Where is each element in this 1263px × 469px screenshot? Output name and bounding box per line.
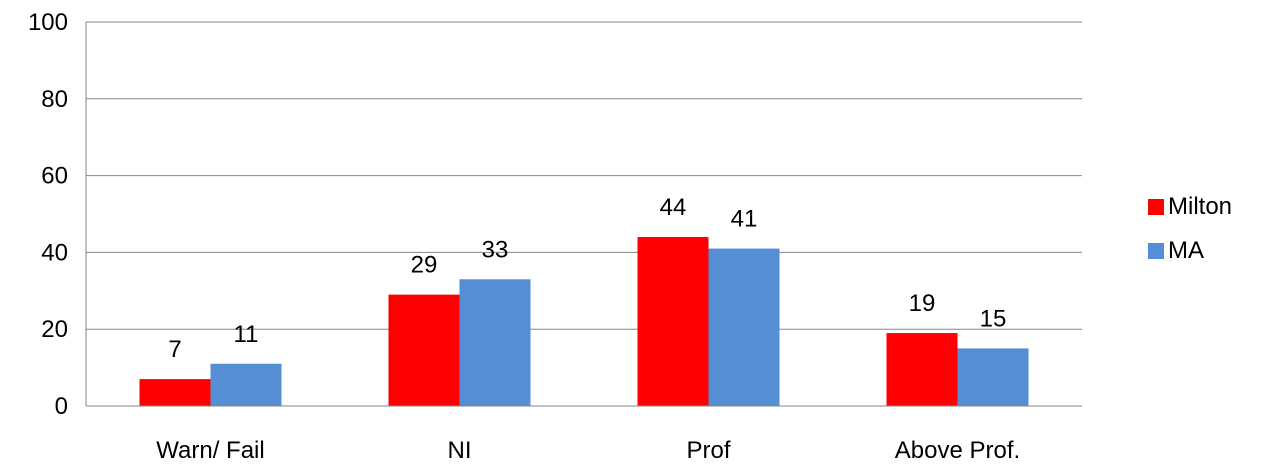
y-tick-label: 40 (41, 239, 68, 266)
data-label-ma-1: 33 (482, 236, 509, 263)
y-tick-label: 80 (41, 86, 68, 113)
y-tick-label: 20 (41, 316, 68, 343)
bar-ma-3 (957, 348, 1029, 406)
bar-ma-1 (459, 279, 531, 406)
legend-swatch-milton (1148, 199, 1164, 215)
x-category-label: Above Prof. (895, 437, 1020, 464)
y-tick-label: 0 (55, 393, 68, 420)
legend-item-ma: MA (1148, 236, 1232, 266)
bar-milton-0 (139, 379, 211, 406)
legend-swatch-ma (1148, 243, 1164, 259)
gridlines (85, 21, 1082, 406)
legend-item-milton: Milton (1148, 192, 1232, 222)
legend: Milton MA (1148, 192, 1232, 280)
x-category-label: Warn/ Fail (156, 437, 264, 464)
data-label-ma-2: 41 (731, 206, 758, 233)
legend-label-milton: Milton (1168, 193, 1233, 220)
bar-ma-2 (708, 248, 780, 406)
data-label-ma-0: 11 (234, 321, 259, 348)
bars (139, 237, 1029, 406)
data-label-milton-0: 7 (168, 336, 181, 363)
bar-ma-0 (210, 363, 282, 406)
x-axis-categories: Warn/ Fail NI Prof Above Prof. (156, 437, 1020, 464)
bar-milton-3 (886, 333, 958, 406)
legend-label-ma: MA (1168, 237, 1204, 264)
data-label-milton-2: 44 (660, 194, 687, 221)
x-category-label: NI (448, 437, 472, 464)
x-category-label: Prof (686, 437, 730, 464)
data-label-ma-3: 15 (980, 305, 1007, 332)
data-label-milton-1: 29 (411, 252, 438, 279)
data-labels: 7 11 29 33 44 41 19 15 (168, 194, 1006, 363)
y-tick-label: 100 (28, 9, 68, 36)
bar-milton-2 (637, 237, 709, 406)
data-label-milton-3: 19 (909, 290, 936, 317)
y-tick-label: 60 (41, 163, 68, 190)
bar-milton-1 (388, 294, 460, 406)
y-axis-ticks: 0 20 40 60 80 100 (28, 9, 68, 420)
